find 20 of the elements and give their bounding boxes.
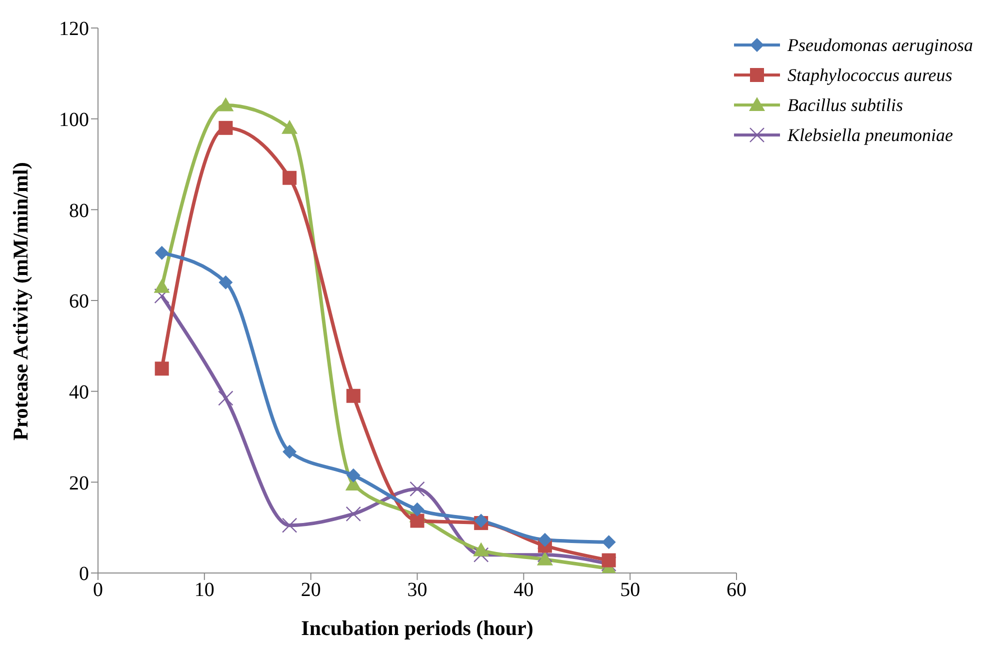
legend-label: Staphylococcus aureus	[788, 64, 952, 86]
x-tick-label: 10	[194, 579, 214, 602]
x-tick-label: 30	[407, 579, 428, 602]
y-tick-label: 100	[59, 108, 89, 131]
x-tick-label: 0	[93, 579, 103, 602]
y-tick-label: 60	[69, 290, 89, 313]
x-tick-label: 60	[726, 579, 746, 602]
y-tick-label: 120	[59, 18, 89, 40]
y-axis-title: Protease Activity (mM/min/ml)	[8, 162, 32, 440]
legend-label: Bacillus subtilis	[788, 94, 904, 116]
y-tick-label: 0	[79, 563, 89, 586]
y-tick-label: 40	[69, 381, 89, 404]
legend-label: Pseudomonas aeruginosa	[788, 34, 973, 56]
y-tick-label: 20	[69, 472, 89, 494]
x-axis-title: Incubation periods (hour)	[301, 616, 534, 640]
x-tick-label: 40	[514, 579, 534, 602]
x-tick-label: 20	[300, 579, 321, 602]
x-tick-label: 50	[620, 579, 640, 602]
legend-label: Klebsiella pneumoniae	[788, 124, 953, 146]
y-tick-label: 80	[69, 200, 89, 222]
